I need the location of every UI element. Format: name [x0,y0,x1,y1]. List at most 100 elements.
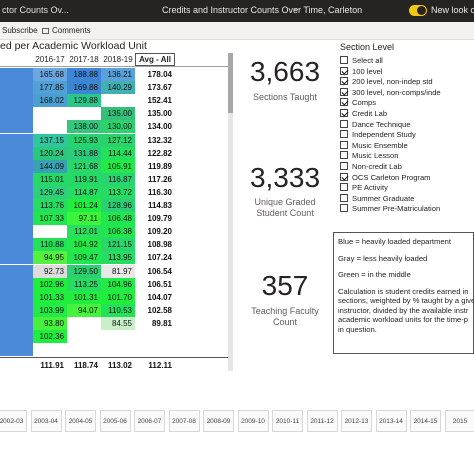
timeline-year[interactable]: 2002-03 [0,410,27,432]
checkbox[interactable] [340,119,348,128]
checkbox[interactable] [340,77,348,86]
table-row[interactable]: 113.76 101.24 128.96 114.83 [0,199,228,212]
avg-cell: 102.58 [147,305,172,315]
matrix-cell: 115.01 [33,172,67,186]
slicer-option-label: Music Lesson [352,151,399,161]
column-header[interactable]: 2016-17 [35,55,65,64]
checkbox[interactable] [340,140,348,149]
title-bar: ctor Counts Ov... Credits and Instructor… [0,0,474,22]
timeline-year[interactable]: 2008-09 [203,410,234,432]
table-row[interactable]: 165.68 188.88 136.21 178.04 [0,68,228,81]
toggle-knob [417,6,426,15]
report-tab[interactable]: ctor Counts Ov... [2,5,69,15]
timeline-year[interactable]: 2010-11 [272,410,303,432]
checkbox[interactable] [340,204,348,213]
slicer-option[interactable]: Summer Graduate [340,193,414,204]
timeline-year[interactable]: 2009-10 [237,410,269,432]
table-row[interactable]: 120.24 131.88 114.44 122.82 [0,146,228,160]
slicer-option[interactable]: OCS Carleton Program [340,172,431,183]
note-calc-line: sections, weighted by % taught by a give [338,296,474,305]
table-row[interactable]: 93.80 84.55 89.81 [0,316,228,330]
slicer-option[interactable]: Comps [340,98,376,108]
comments-button[interactable]: Comments [42,26,91,35]
checkbox[interactable] [340,87,348,96]
checkbox[interactable] [340,109,348,117]
checkbox[interactable] [340,66,348,75]
timeline-year[interactable]: 2012-13 [341,410,372,432]
table-row[interactable]: 168.02 129.88 152.41 [0,94,228,108]
checkbox[interactable] [340,183,348,192]
table-row[interactable]: 115.01 119.91 116.87 117.26 [0,172,228,186]
checkbox[interactable] [340,162,348,170]
timeline-year[interactable]: 2005-06 [99,410,131,432]
matrix-cell: 129.50 [67,264,101,278]
note-calc-line: Calculation is student credits earned in [338,286,469,296]
timeline-year[interactable]: 2014-15 [410,410,441,432]
table-row[interactable] [0,343,228,357]
table-row[interactable]: 103.99 94.07 110.53 102.58 [0,303,228,317]
checkbox[interactable] [340,56,348,64]
slicer-option[interactable]: Select all [340,56,383,66]
slicer-option[interactable]: 100 level [340,66,382,77]
slicer-option-label: Non-credit Lab [352,162,402,171]
matrix-cell: 104.96 [101,277,135,291]
checkbox[interactable] [340,193,348,202]
timeline-year[interactable]: 2015 [444,410,474,432]
slicer-option[interactable]: Independent Study [340,130,416,140]
chevron-down-icon[interactable]: ⌄ [292,3,301,14]
slicer-option[interactable]: Credit Lab [340,109,387,119]
table-row[interactable]: 102.96 113.25 104.96 106.51 [0,277,228,291]
table-row[interactable]: 129.45 114.87 113.72 116.30 [0,185,228,199]
checkbox[interactable] [340,172,348,181]
slicer-option[interactable]: Summer Pre-Matriculation [340,204,440,214]
table-row[interactable]: 92.73 129.50 81.97 106.54 [0,264,228,278]
table-row[interactable]: 144.09 121.68 105.91 119.89 [0,159,228,173]
matrix-cell [33,107,67,121]
avg-cell: 108.98 [147,240,172,250]
column-header-avg[interactable]: Avg - All [135,53,175,66]
table-row[interactable]: 112.01 106.38 109.20 [0,225,228,239]
report-title: Credits and Instructor Counts Over Time,… [162,5,363,15]
matrix-title: ed per Academic Workload Unit [0,40,147,52]
slicer-option[interactable]: 200 level, non-indep std [340,77,433,87]
checkbox[interactable] [340,98,348,107]
table-row[interactable]: 107.33 97.11 106.48 109.79 [0,212,228,226]
slicer-option[interactable]: Non-credit Lab [340,162,402,172]
matrix-cell [33,120,67,134]
table-row[interactable]: 110.88 104.92 121.15 108.98 [0,238,228,252]
row-header-cell [0,94,33,108]
table-row[interactable]: 177.85 169.88 140.29 173.67 [0,81,228,95]
slicer-option-label: Summer Pre-Matriculation [352,204,441,214]
column-header[interactable]: 2018-19 [103,55,133,64]
matrix-cell: 94.07 [67,303,101,317]
column-header[interactable]: 2017-18 [69,55,99,64]
timeline-year[interactable]: 2013-14 [375,410,407,432]
table-row[interactable]: 94.95 109.47 113.95 107.24 [0,251,228,265]
slicer-option[interactable]: Dance Technique [340,119,411,130]
table-row[interactable]: 135.00 135.00 [0,107,228,121]
timeline-year[interactable]: 2003-04 [30,410,62,432]
matrix-cell: 101.31 [67,290,101,304]
kpi-sections-taught-value: 3,663 [249,56,321,87]
scrollbar-thumb[interactable] [228,53,233,113]
timeline-year[interactable]: 2007-08 [168,410,200,432]
row-header-cell [0,238,33,252]
slicer-option[interactable]: PE Activity [340,183,388,193]
timeline-year[interactable]: 2006-07 [134,410,165,432]
new-look-toggle[interactable] [409,5,427,16]
table-row[interactable]: 101.33 101.31 101.70 104.07 [0,290,228,304]
checkbox[interactable] [340,151,348,160]
table-row[interactable]: 138.00 130.00 134.00 [0,120,228,134]
checkbox[interactable] [340,130,348,139]
table-row[interactable]: 137.15 125.93 127.12 132.32 [0,133,228,147]
comments-label: Comments [52,26,91,35]
matrix-scrollbar[interactable] [228,53,233,371]
timeline-year[interactable]: 2004-05 [65,410,96,432]
table-row[interactable]: 102.36 [0,330,228,343]
timeline-year[interactable]: 2011-12 [306,410,338,432]
slicer-option[interactable]: Music Ensemble [340,140,408,151]
slicer-option[interactable]: 300 level, non-comps/inde [340,87,441,98]
slicer-option[interactable]: Music Lesson [340,151,398,161]
section-level-slicer-title: Section Level [340,42,395,52]
subscribe-button[interactable]: Subscribe [2,26,38,35]
